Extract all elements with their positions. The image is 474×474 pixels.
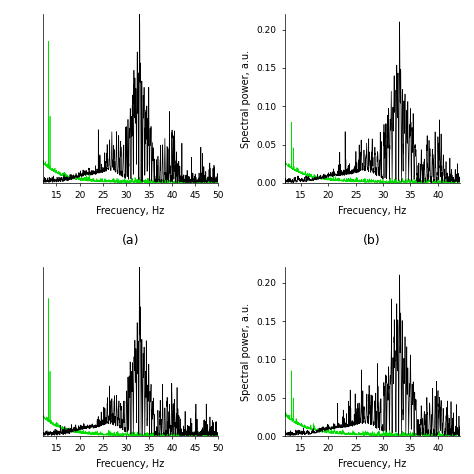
Y-axis label: Spectral power, a.u.: Spectral power, a.u. xyxy=(240,302,250,401)
X-axis label: Frecuency, Hz: Frecuency, Hz xyxy=(338,459,406,469)
Text: (b): (b) xyxy=(364,234,381,246)
X-axis label: Frecuency, Hz: Frecuency, Hz xyxy=(338,206,406,216)
Y-axis label: Spectral power, a.u.: Spectral power, a.u. xyxy=(240,49,250,148)
X-axis label: Frecuency, Hz: Frecuency, Hz xyxy=(96,206,164,216)
Text: (a): (a) xyxy=(121,234,139,246)
X-axis label: Frecuency, Hz: Frecuency, Hz xyxy=(96,459,164,469)
